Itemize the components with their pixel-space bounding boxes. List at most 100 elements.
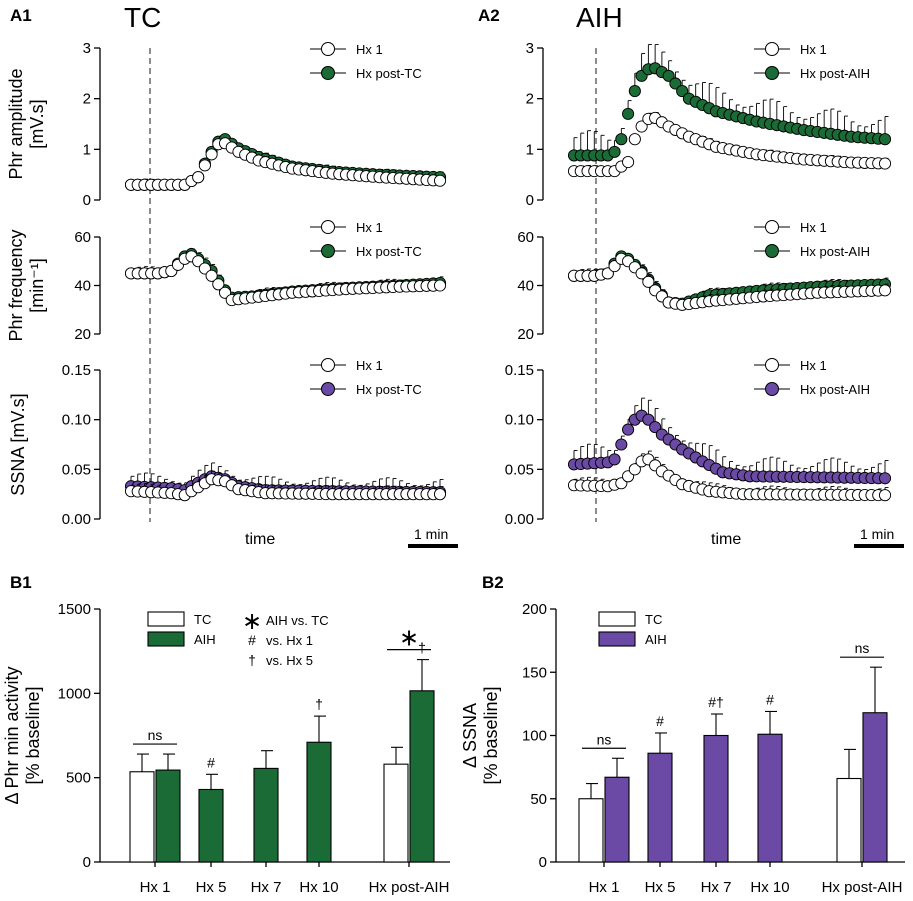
data-point-A2-freq-hx1: [642, 275, 655, 288]
y-tick-label-A2-ssna: 0.15: [505, 362, 534, 379]
y-axis-label-B2: [% baseline]: [481, 686, 501, 784]
x-tick-label-B1: Hx 7: [251, 879, 282, 896]
legend-marker-A2-freq: [765, 244, 779, 258]
y-tick-label-B2: 200: [522, 601, 547, 618]
legend-marker-A1-ssna: [321, 382, 335, 396]
legend-label-A1-freq: Hx post-TC: [356, 244, 422, 259]
significance-label-B1: ∗: [399, 625, 419, 652]
y-tick-label-A1-freq: 40: [74, 278, 91, 295]
legend-marker-A2-amp: [765, 42, 779, 56]
bar-B2-aih-4: [862, 712, 888, 863]
bar-B2-tc-0: [578, 798, 604, 863]
label-A2: A2: [478, 6, 500, 25]
y-tick-label-A2-freq: 20: [517, 326, 534, 343]
stats-legend-label-B1: vs. Hx 1: [266, 633, 313, 648]
y-tick-label-B2: 50: [530, 791, 547, 808]
data-point-A2-freq-hx1: [878, 284, 892, 297]
data-point-A2-ssna-post: [649, 421, 662, 434]
y-tick-label-A2-amp: 0: [526, 192, 534, 209]
y-tick-label-A2-ssna: 0.00: [505, 511, 534, 528]
data-point-A1-amp-hx1: [433, 174, 447, 187]
legend-marker-A2-amp: [765, 66, 779, 80]
data-point-A2-amp-post: [615, 133, 628, 146]
x-tick-label-B1: Hx 5: [196, 879, 227, 896]
bar-B2-aih-0: [604, 776, 630, 863]
data-point-A2-ssna-post: [615, 438, 628, 451]
y-tick-label-B1: 1500: [58, 601, 91, 618]
data-point-A2-amp-post: [608, 145, 621, 158]
legend-label-B1: AIH: [194, 632, 216, 647]
legend-label-A1-ssna: Hx 1: [356, 358, 383, 373]
data-point-A2-amp-post: [622, 107, 635, 120]
y-tick-label-B2: 100: [522, 728, 547, 745]
legend-marker-A1-amp: [321, 66, 335, 80]
stats-legend-label-B1: vs. Hx 5: [266, 653, 313, 668]
legend-swatch-B2: [598, 611, 636, 627]
scale-label-a2: 1 min: [860, 526, 894, 542]
x-tick-label-B1: Hx 10: [299, 879, 338, 896]
legend-label-B2: TC: [645, 612, 662, 627]
data-point-A2-amp-post: [628, 85, 641, 98]
data-point-A2-ssna-post: [608, 453, 621, 466]
data-point-A2-ssna-post: [878, 472, 892, 485]
stats-legend-symbol-B1: ∗: [242, 608, 262, 635]
y-axis-label-A1-amp: Phr amplitude: [6, 68, 26, 179]
legend-marker-A1-amp: [321, 42, 335, 56]
legend-label-A2-freq: Hx post-AIH: [800, 244, 870, 259]
legend-marker-A2-ssna: [765, 358, 779, 372]
y-tick-label-B1: 500: [66, 770, 91, 787]
legend-swatch-B1: [147, 611, 185, 627]
y-tick-label-A2-freq: 60: [517, 229, 534, 246]
data-point-A1-freq-hx1: [205, 269, 218, 282]
data-point-A2-amp-hx1: [622, 155, 635, 169]
data-point-A1-amp-hx1: [205, 148, 218, 161]
legend-swatch-B1: [147, 631, 185, 647]
data-point-A2-ssna-post: [642, 413, 655, 426]
y-axis-label-A1-freq: Phr frequency: [6, 229, 26, 341]
bar-B1-aih-4: [409, 690, 435, 863]
legend-label-A2-amp: Hx post-AIH: [800, 66, 870, 81]
data-point-A2-amp-hx1: [628, 133, 641, 146]
bar-B2-tc-4: [836, 777, 862, 863]
data-point-A1-amp-hx1: [192, 171, 205, 184]
x-tick-label-B2: Hx 5: [645, 879, 676, 896]
data-point-A1-ssna-hx1: [433, 488, 447, 501]
significance-label-B2: ns: [597, 731, 612, 747]
label-B1: B1: [10, 573, 32, 592]
bar-B1-aih-1: [198, 788, 224, 863]
legend-marker-A1-freq: [321, 244, 335, 258]
y-tick-label-A1-ssna: 0.05: [62, 461, 91, 478]
stats-legend-label-B1: AIH vs. TC: [266, 613, 329, 628]
y-tick-label-A1-ssna: 0.00: [62, 511, 91, 528]
data-point-A2-freq-hx1: [635, 267, 648, 280]
legend-label-B2: AIH: [645, 632, 667, 647]
scale-label-a1: 1 min: [414, 526, 448, 542]
bar-B2-aih-3: [757, 733, 783, 863]
y-axis-label-B1: [% baseline]: [23, 686, 43, 784]
title-tc: TC: [124, 2, 161, 33]
y-tick-label-A1-amp: 3: [83, 40, 91, 57]
significance-label-B2: ns: [855, 640, 870, 656]
data-point-A2-ssna-hx1: [628, 463, 641, 476]
legend-label-A2-ssna: Hx 1: [800, 358, 827, 373]
significance-mark-B1: †: [315, 696, 323, 712]
y-tick-label-A1-amp: 0: [83, 192, 91, 209]
data-point-A1-amp-hx1: [198, 159, 211, 172]
legend-label-A2-amp: Hx 1: [800, 42, 827, 57]
x-tick-label-B1: Hx post-AIH: [369, 879, 450, 896]
y-tick-label-A2-ssna: 0.10: [505, 412, 534, 429]
legend-label-A1-amp: Hx post-TC: [356, 66, 422, 81]
data-point-A1-freq-hx1: [433, 279, 447, 292]
data-point-A2-ssna-post: [622, 423, 635, 436]
y-tick-label-A2-amp: 1: [526, 141, 534, 158]
y-tick-label-A2-ssna: 0.05: [505, 461, 534, 478]
bar-B1-aih-2: [253, 767, 279, 863]
legend-marker-A1-ssna: [321, 358, 335, 372]
data-point-A1-freq-hx1: [212, 278, 225, 291]
legend-marker-A2-freq: [765, 220, 779, 234]
significance-mark-B2: #†: [708, 694, 724, 710]
x-tick-label-B1: Hx 1: [140, 879, 171, 896]
x-tick-label-B2: Hx post-AIH: [822, 879, 903, 896]
bar-B2-aih-2: [703, 734, 729, 863]
